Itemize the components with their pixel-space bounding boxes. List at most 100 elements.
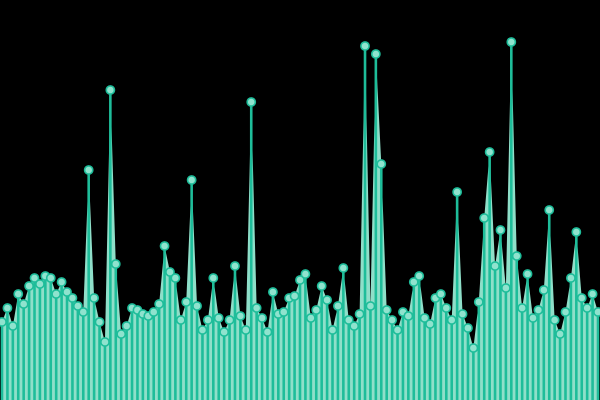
data-point-marker (67, 293, 78, 303)
data-point-marker (219, 327, 230, 337)
data-point-marker (360, 41, 370, 51)
data-point-marker (473, 297, 484, 307)
data-point-marker (457, 309, 468, 319)
data-point-marker (316, 281, 327, 291)
data-point-marker (89, 293, 100, 303)
data-point-marker (295, 275, 305, 285)
data-point-marker (468, 343, 479, 353)
data-point-marker (262, 327, 273, 337)
data-point-marker (311, 305, 322, 315)
data-point-marker (566, 273, 576, 283)
data-point-marker (528, 313, 538, 323)
data-point-marker (148, 307, 159, 317)
data-point-marker (181, 297, 192, 307)
data-point-marker (463, 323, 473, 333)
data-point-marker (446, 315, 457, 325)
data-point-marker (72, 301, 83, 311)
data-point-marker (338, 263, 349, 273)
data-point-marker (116, 329, 127, 339)
data-point-marker (62, 287, 72, 297)
data-point-marker (408, 277, 419, 287)
data-point-marker (230, 261, 240, 271)
data-point-marker (376, 159, 387, 169)
data-point-marker (186, 175, 197, 185)
data-point-marker (343, 315, 354, 325)
data-point-marker (51, 289, 62, 299)
data-point-marker (0, 317, 7, 327)
data-point-marker (7, 321, 18, 331)
data-point-marker (419, 313, 430, 323)
data-point-marker (354, 309, 365, 319)
data-point-marker (224, 315, 235, 325)
data-point-marker (78, 307, 89, 317)
data-point-marker (192, 301, 202, 311)
data-point-marker (484, 147, 495, 157)
data-point-marker (593, 307, 600, 317)
data-point-marker (170, 273, 181, 283)
data-point-marker (175, 315, 186, 325)
data-point-marker (506, 37, 517, 47)
data-point-marker (110, 259, 121, 269)
data-point-marker (349, 321, 360, 331)
data-point-marker (257, 313, 267, 323)
data-point-marker (29, 273, 40, 283)
data-point-marker (56, 277, 67, 287)
data-point-marker (202, 315, 213, 325)
data-point-marker (522, 269, 533, 279)
data-point-marker (441, 303, 452, 313)
data-point-marker (582, 303, 593, 313)
data-point-marker (544, 205, 555, 215)
data-point-marker (571, 227, 582, 237)
data-point-marker (300, 269, 311, 279)
data-point-marker (246, 97, 257, 107)
data-point-marker (549, 315, 560, 325)
data-point-marker (555, 329, 565, 339)
data-point-marker (435, 289, 446, 299)
data-point-marker (268, 287, 278, 297)
data-point-marker (159, 241, 170, 251)
data-point-marker (392, 325, 403, 335)
data-point-marker (235, 311, 246, 321)
data-point-marker (24, 281, 34, 291)
data-point-marker (511, 251, 522, 261)
data-point-marker (560, 307, 571, 317)
data-point-marker (197, 325, 208, 335)
data-point-marker (322, 295, 332, 305)
data-point-marker (414, 271, 425, 281)
data-point-marker (533, 305, 544, 315)
data-point-marker (105, 85, 116, 95)
data-point-marker (452, 187, 463, 197)
data-point-marker (2, 303, 13, 313)
data-point-marker (538, 285, 549, 295)
data-point-marker (278, 307, 289, 317)
data-point-marker (94, 317, 105, 327)
data-point-marker (517, 303, 528, 313)
data-point-marker (479, 213, 490, 223)
data-point-marker (45, 273, 56, 283)
data-point-marker (403, 311, 414, 321)
data-point-marker (387, 315, 398, 325)
data-point-marker (333, 301, 343, 311)
data-point-marker (208, 273, 219, 283)
data-point-marker (100, 337, 110, 347)
data-point-marker (365, 301, 376, 311)
data-point-marker (381, 305, 392, 315)
data-point-marker (490, 261, 500, 271)
data-point-marker (13, 289, 24, 299)
data-point-marker (35, 279, 45, 289)
data-point-marker (576, 293, 587, 303)
data-point-marker (154, 299, 165, 309)
data-point-marker (370, 49, 381, 59)
stem-lines-group (0, 42, 600, 400)
data-point-marker (495, 225, 506, 235)
data-point-marker (305, 313, 316, 323)
data-point-marker (289, 291, 300, 301)
data-point-marker (121, 321, 132, 331)
data-point-marker (83, 165, 94, 175)
data-point-marker (18, 299, 29, 309)
data-point-marker (587, 289, 598, 299)
data-point-marker (240, 325, 251, 335)
data-point-marker (251, 303, 262, 313)
